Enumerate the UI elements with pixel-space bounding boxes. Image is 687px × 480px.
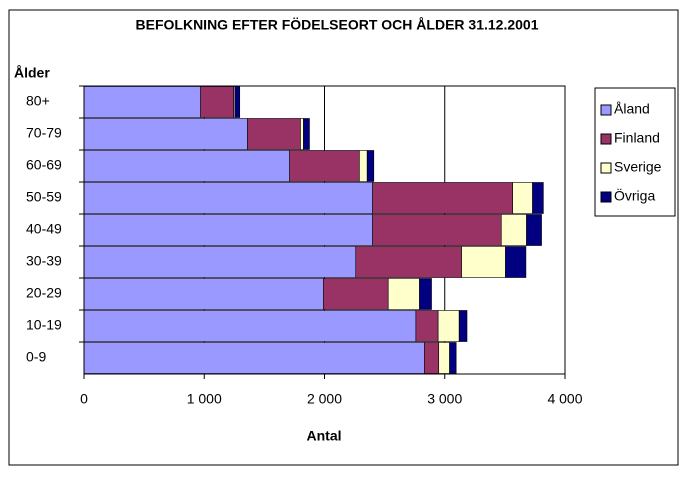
bar-segment — [532, 182, 544, 214]
bar-segment — [415, 310, 439, 342]
bar-segment — [437, 310, 460, 342]
y-tick-label: 30-39 — [26, 253, 62, 269]
x-tick-label: 1 000 — [187, 391, 222, 407]
bar-segment — [359, 150, 368, 182]
bar-segment — [419, 278, 432, 310]
bar-segment — [83, 214, 373, 246]
bar-segment — [526, 214, 542, 246]
bar-segment — [83, 310, 417, 342]
chart-title: BEFOLKNING EFTER FÖDELSEORT OCH ÅLDER 31… — [136, 17, 539, 33]
x-tick-label: 4 000 — [547, 391, 582, 407]
y-tick-label: 40-49 — [26, 221, 62, 237]
y-tick-label: 10-19 — [26, 317, 62, 333]
y-tick-label: 80+ — [26, 93, 50, 109]
bar-segment — [83, 246, 357, 278]
bar-segment — [200, 86, 235, 118]
bar-segment — [289, 150, 360, 182]
bar-segment — [83, 86, 201, 118]
y-tick-label: 70-79 — [26, 125, 62, 141]
legend-label: Övriga — [614, 187, 655, 204]
bar-segment — [424, 342, 440, 374]
bar-segment — [303, 118, 310, 150]
y-tick-label: 50-59 — [26, 189, 62, 205]
y-axis-label: Ålder — [14, 65, 50, 81]
bar-segment — [300, 118, 304, 150]
legend-label: Åland — [614, 101, 650, 117]
legend-swatch — [600, 104, 612, 116]
bar-segment — [387, 278, 420, 310]
x-tick-label: 0 — [80, 391, 88, 407]
legend-swatch — [600, 162, 612, 174]
y-tick-label: 20-29 — [26, 285, 62, 301]
legend-label: Finland — [614, 130, 660, 146]
y-tick-label: 0-9 — [26, 349, 46, 365]
bar-segment — [83, 118, 248, 150]
bar-segment — [461, 246, 506, 278]
y-tick-label: 60-69 — [26, 157, 62, 173]
bar-segment — [83, 278, 324, 310]
bar-segment — [505, 246, 527, 278]
bar-segment — [247, 118, 301, 150]
bar-segment — [355, 246, 462, 278]
bar-segment — [500, 214, 527, 246]
bar-segment — [372, 214, 502, 246]
x-axis-label: Antal — [307, 428, 342, 444]
bar-segment — [512, 182, 533, 214]
plot-border — [83, 85, 566, 375]
bar-segment — [322, 278, 389, 310]
bar-segment — [372, 182, 513, 214]
bar-segment — [234, 86, 241, 118]
legend-swatch — [600, 133, 612, 145]
bar-segment — [449, 342, 457, 374]
bar-segment — [366, 150, 375, 182]
bar-segment — [458, 310, 468, 342]
bar-segment — [83, 182, 373, 214]
x-tick-label: 3 000 — [427, 391, 462, 407]
x-tick-label: 2 000 — [307, 391, 342, 407]
bar-segment — [83, 342, 425, 374]
legend-label: Sverige — [614, 159, 662, 175]
bar-segment — [83, 150, 290, 182]
bar-segment — [438, 342, 450, 374]
legend-swatch — [600, 191, 612, 203]
